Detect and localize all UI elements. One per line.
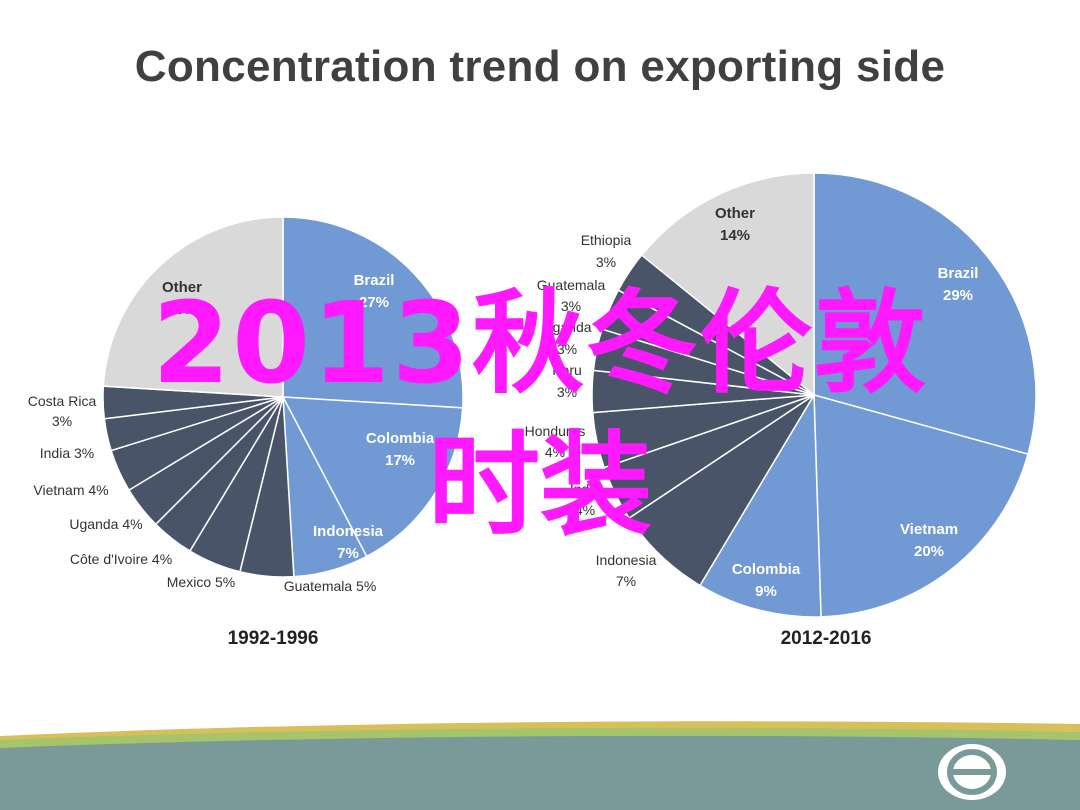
pie-labels-1992-1996: Brazil 27% Colombia 17% Indonesia 7% Guatemala… <box>28 272 435 594</box>
pie-label-2012-other: Other <box>715 205 755 222</box>
pie-slice-1-brazil <box>813 172 1037 456</box>
pie-label-1992-other: Other <box>162 279 202 296</box>
pie-label-1992-india: India 3% <box>40 445 94 461</box>
pie-label-2012-ethiopia-pct: 3% <box>596 254 616 270</box>
pie-label-1992-guatemala: Guatemala 5% <box>284 578 377 594</box>
pie-label-1992-costa-pct: 3% <box>52 413 72 429</box>
pie-label-2012-guatemala-pct: 3% <box>561 298 581 314</box>
pie-labels-2012-2016: Brazil 29% Vietnam 20% Colombia 9% Indonesia 7%… <box>525 205 979 600</box>
pie-chart-2012-2016 <box>591 172 1037 618</box>
pie-label-2012-ethiopia: Ethiopia <box>581 232 632 248</box>
pie-slice-1-colombia <box>698 392 822 618</box>
footer-gold-stripe <box>0 721 1080 744</box>
pie-label-2012-indonesia-pct: 7% <box>616 573 636 589</box>
pie-label-2012-honduras: Honduras <box>525 423 586 439</box>
pie-label-2012-guatemala: Guatemala <box>537 277 606 293</box>
footer-teal-band <box>0 735 1080 810</box>
logo-icon <box>938 744 1006 800</box>
chart-caption-2012-2016: 2012-2016 <box>780 628 872 649</box>
pie-label-1992-indonesia: Indonesia <box>313 523 384 540</box>
pie-label-1992-colombia: Colombia <box>366 430 435 447</box>
footer-band <box>0 721 1080 810</box>
pie-label-2012-brazil-pct: 29% <box>943 287 973 304</box>
pie-slice-0-other <box>102 216 284 398</box>
pie-label-2012-india: India <box>570 481 601 497</box>
pie-label-2012-uganda-pct: 3% <box>557 341 577 357</box>
pie-label-2012-vietnam: Vietnam <box>900 521 958 538</box>
pie-chart-1992-1996 <box>102 216 464 578</box>
pie-label-2012-colombia: Colombia <box>732 561 801 578</box>
pie-label-2012-other-pct: 14% <box>720 227 750 244</box>
pie-label-2012-indonesia: Indonesia <box>596 552 657 568</box>
pie-label-2012-vietnam-pct: 20% <box>914 543 944 560</box>
watermark-text-line2: 时装 <box>428 421 652 551</box>
pie-label-1992-other-pct: 25% <box>167 301 197 318</box>
footer-green-stripe <box>0 727 1080 750</box>
pie-slice-1-vietnam <box>813 394 1029 618</box>
watermark-text-line1: 2013秋冬伦敦 <box>152 279 928 409</box>
pie-label-2012-peru: Peru <box>552 362 582 378</box>
pie-label-1992-costa: Costa Rica <box>28 393 97 409</box>
pie-label-1992-vietnam: Vietnam 4% <box>33 482 108 498</box>
slide-title: Concentration trend on exporting side <box>134 42 946 91</box>
pie-slice-1-other <box>640 172 815 397</box>
pie-label-2012-uganda: Uganda <box>542 319 591 335</box>
pie-slice-0-brazil <box>282 216 464 409</box>
pie-charts: Brazil 27% Colombia 17% Indonesia 7% Guatemala… <box>28 172 1037 618</box>
pie-label-1992-brazil-pct: 27% <box>359 294 389 311</box>
pie-label-2012-honduras-pct: 4% <box>545 444 565 460</box>
chart-caption-1992-1996: 1992-1996 <box>227 628 319 649</box>
pie-label-1992-colombia-pct: 17% <box>385 452 415 469</box>
pie-label-1992-cote: Côte d'Ivoire 4% <box>70 551 172 567</box>
pie-label-2012-brazil: Brazil <box>938 265 979 282</box>
pie-label-2012-colombia-pct: 9% <box>755 583 777 600</box>
pie-label-2012-india-pct: 4% <box>575 502 595 518</box>
pie-label-1992-indonesia-pct: 7% <box>337 545 359 562</box>
pie-slice-0-colombia <box>281 396 464 558</box>
pie-label-1992-uganda: Uganda 4% <box>69 516 142 532</box>
pie-label-1992-mexico: Mexico 5% <box>167 574 235 590</box>
pie-label-1992-brazil: Brazil <box>354 272 395 289</box>
pie-label-2012-peru-pct: 3% <box>557 384 577 400</box>
